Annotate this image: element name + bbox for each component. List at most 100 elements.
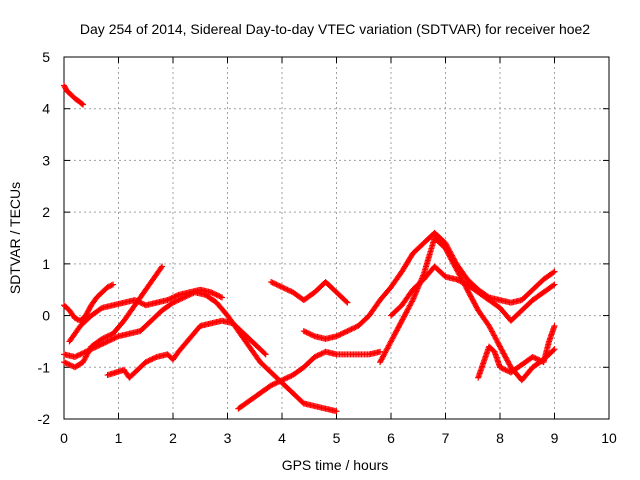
data-point	[461, 280, 468, 287]
data-point	[277, 377, 284, 384]
data-point	[318, 350, 325, 357]
series-track-12	[475, 322, 558, 381]
data-point	[349, 325, 356, 332]
data-point	[66, 361, 73, 368]
data-point	[306, 330, 313, 337]
data-point	[311, 353, 318, 360]
data-point	[498, 364, 505, 371]
x-tick-label: 1	[115, 430, 123, 446]
y-tick-label: 4	[42, 101, 50, 117]
data-point	[337, 331, 344, 338]
x-tick-label: 6	[387, 430, 395, 446]
data-point	[80, 101, 87, 108]
data-point	[179, 295, 186, 302]
data-point	[135, 298, 142, 305]
data-point	[73, 315, 80, 322]
data-point	[336, 331, 343, 338]
data-point	[334, 332, 341, 339]
data-point	[101, 334, 108, 341]
data-point	[180, 294, 187, 301]
data-point	[280, 284, 287, 291]
x-tick-label: 5	[333, 430, 341, 446]
data-point	[501, 366, 508, 373]
data-point	[352, 324, 359, 331]
data-point	[281, 285, 288, 292]
data-point	[137, 299, 144, 306]
y-tick-label: 5	[42, 49, 50, 65]
data-point	[148, 356, 155, 363]
data-point	[168, 295, 175, 302]
series-track-11	[388, 263, 558, 324]
data-point	[533, 355, 540, 362]
data-point	[172, 293, 179, 300]
series-track-6	[104, 317, 269, 381]
data-point	[219, 294, 226, 301]
data-point	[274, 379, 281, 386]
data-point	[458, 278, 465, 285]
y-tick-label: 0	[42, 308, 50, 324]
data-point	[343, 298, 350, 305]
data-point	[145, 357, 152, 364]
x-tick-label: 4	[278, 430, 286, 446]
data-point	[343, 328, 350, 335]
data-point	[93, 343, 100, 350]
series-track-5	[61, 289, 340, 415]
data-point	[138, 300, 145, 307]
data-point	[279, 377, 285, 384]
data-point	[272, 280, 279, 287]
data-point	[283, 375, 290, 382]
data-point	[61, 359, 67, 366]
data-point	[268, 278, 275, 285]
data-point	[112, 334, 119, 341]
data-point	[107, 337, 114, 344]
data-point	[457, 278, 464, 285]
data-point	[71, 315, 78, 322]
data-point	[77, 351, 84, 358]
data-point	[79, 100, 86, 107]
data-point	[182, 293, 189, 300]
data-point	[178, 295, 185, 302]
data-point	[81, 349, 88, 356]
data-point	[273, 379, 280, 386]
data-point	[497, 364, 503, 371]
data-point	[108, 282, 115, 289]
data-point	[75, 352, 82, 359]
data-point	[84, 348, 91, 355]
y-tick-label: -1	[38, 359, 51, 375]
y-tick-label: 1	[42, 256, 50, 272]
data-point	[551, 268, 558, 275]
data-point	[90, 344, 97, 351]
data-point	[344, 299, 351, 306]
data-point	[277, 283, 284, 290]
data-point	[310, 332, 317, 339]
data-point	[314, 352, 321, 359]
data-point	[97, 341, 104, 348]
data-point	[184, 292, 191, 299]
x-tick-label: 3	[224, 430, 232, 446]
data-point	[454, 277, 461, 284]
data-point	[319, 350, 326, 357]
data-point	[348, 326, 355, 333]
data-point	[550, 269, 557, 276]
data-point	[96, 342, 103, 349]
data-point	[344, 328, 351, 335]
data-point	[95, 342, 102, 349]
data-point	[146, 357, 153, 364]
data-point	[551, 322, 558, 329]
data-point	[105, 332, 112, 339]
data-point	[104, 333, 111, 340]
data-point	[287, 373, 294, 380]
data-point	[110, 335, 117, 342]
data-point	[74, 352, 81, 359]
data-point	[262, 351, 269, 358]
data-point	[89, 345, 96, 352]
data-point	[99, 335, 106, 342]
data-point	[502, 366, 509, 373]
data-point	[270, 280, 277, 287]
data-point	[92, 344, 99, 351]
y-axis-label: SDTVAR / TECUs	[7, 182, 23, 294]
data-point	[274, 282, 281, 289]
data-point	[300, 328, 307, 335]
data-point	[270, 381, 277, 388]
data-point	[313, 353, 320, 360]
